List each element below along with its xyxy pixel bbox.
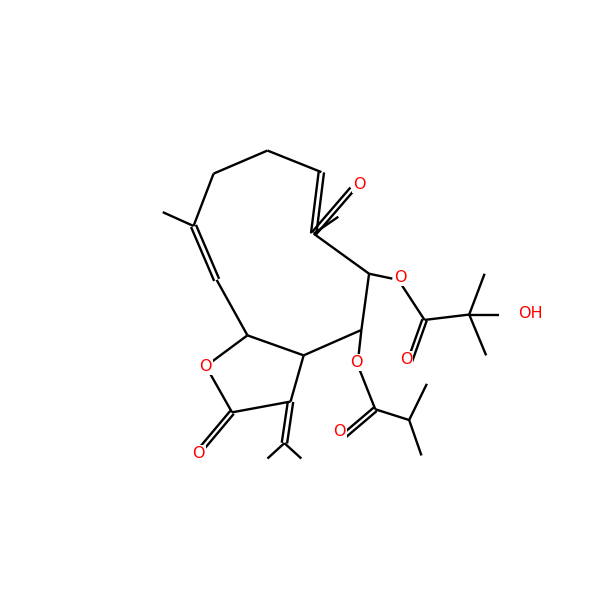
Text: O: O	[350, 355, 362, 370]
Text: O: O	[334, 424, 346, 439]
Text: O: O	[353, 177, 366, 192]
Text: O: O	[400, 352, 412, 367]
Text: O: O	[200, 359, 212, 374]
Text: O: O	[192, 446, 205, 461]
Text: OH: OH	[518, 305, 543, 320]
Text: O: O	[394, 270, 406, 285]
